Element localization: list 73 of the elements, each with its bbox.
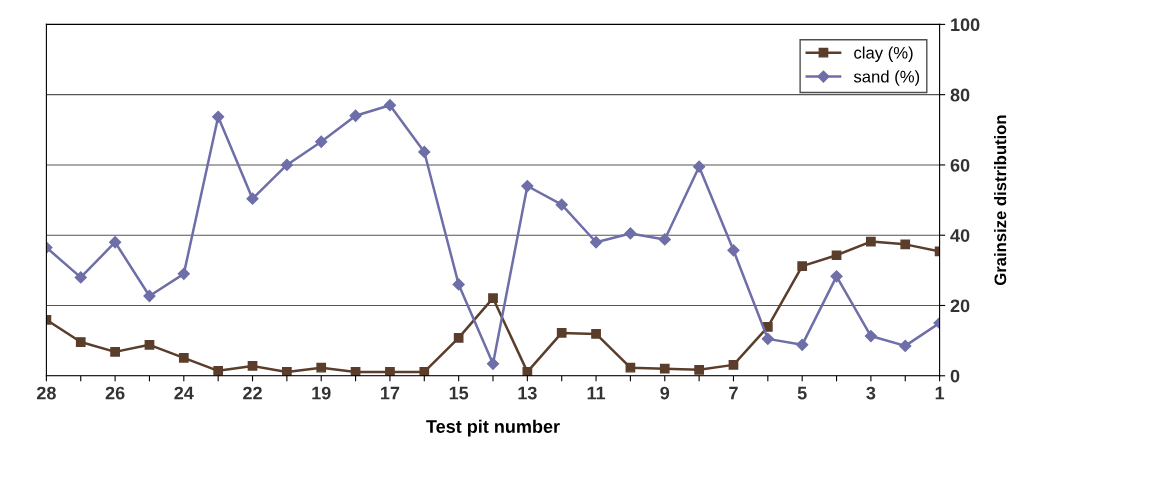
x-tick-label: 26 [105,386,125,400]
point [178,352,189,363]
y-tick-label: 40 [950,229,970,242]
point [727,244,740,257]
point [110,347,120,357]
point [315,135,328,148]
point [144,339,155,350]
point [453,332,464,343]
point [521,179,534,193]
point [796,338,809,351]
point [418,145,431,159]
point [246,192,259,205]
point [797,261,808,271]
y-tick-label: 100 [951,18,980,32]
x-tick-label: 24 [174,386,194,400]
point [109,236,122,249]
point [694,364,704,375]
point [591,329,601,339]
x-tick-label: 22 [243,386,262,400]
x-tick-label: 9 [660,386,670,400]
point [419,367,430,376]
point [831,250,842,261]
point [555,198,568,211]
point [556,328,567,338]
x-axis-title: Test pit number [426,419,560,437]
legend-label: sand (%) [853,70,920,86]
point [486,357,500,370]
point [899,339,912,352]
point [349,109,362,122]
point [864,329,877,343]
point [900,239,911,250]
point [452,278,465,291]
point [213,365,224,376]
x-tick-label: 1 [935,386,945,400]
point [75,337,86,347]
x-tick-label: 11 [587,386,606,400]
y-tick-label: 20 [950,299,970,313]
point [866,236,876,247]
point [177,267,190,280]
point [625,362,636,373]
x-tick-label: 13 [518,386,537,400]
legend-label: clay (%) [854,46,913,62]
point [316,362,327,373]
point [693,160,706,173]
point [589,236,603,249]
x-tick-label: 28 [36,386,56,400]
point [488,293,498,303]
y-tick-label: 0 [950,369,960,383]
point [658,233,671,246]
x-tick-label: 3 [866,386,876,400]
point [762,322,773,332]
point [624,227,637,240]
point [383,99,397,112]
point [659,363,670,374]
point [282,367,292,376]
point [74,271,87,284]
y-tick-label: 80 [950,88,970,102]
point [212,110,225,123]
point [830,270,843,283]
y-axis-title: Grainsize distribution [994,115,1007,286]
point [247,361,258,371]
x-tick-label: 5 [797,386,807,400]
point [143,289,156,303]
x-tick-label: 15 [449,386,469,400]
point [522,367,533,376]
x-tick-label: 19 [312,386,331,400]
y-tick-label: 60 [950,158,970,172]
point [280,158,293,172]
point [761,332,774,345]
x-tick-label: 17 [381,386,400,400]
point [385,367,395,376]
point [728,360,739,370]
x-tick-label: 7 [729,386,738,400]
